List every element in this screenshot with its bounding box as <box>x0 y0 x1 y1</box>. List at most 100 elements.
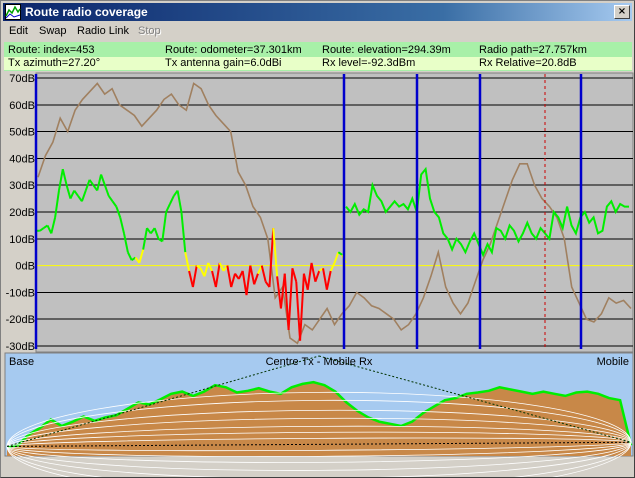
rx-level-segment <box>333 251 340 264</box>
profile-label-base: Base <box>9 356 34 368</box>
tx-azimuth: Tx azimuth=27.20° <box>4 57 161 70</box>
rx-level-segment <box>184 252 191 272</box>
rx-level-segment <box>241 270 248 296</box>
y-axis-gutter <box>1 73 36 352</box>
menu-swap[interactable]: Swap <box>39 25 67 37</box>
rx-level-segment <box>283 273 290 330</box>
rx-level-segment <box>306 262 313 290</box>
rx-level-segment <box>287 268 294 330</box>
rx-level-segment <box>69 190 76 200</box>
title-bar[interactable]: Route radio coverage × <box>3 3 632 21</box>
rx-level-segment <box>329 262 336 272</box>
rx-level-segment <box>314 270 321 283</box>
rx-level-segment <box>295 281 302 341</box>
rx-level-segment <box>73 189 79 197</box>
rx-level-segment <box>153 227 160 240</box>
rx-level-segment <box>272 228 279 277</box>
rx-level-segment <box>131 256 137 262</box>
rx-level-segment <box>54 190 60 218</box>
route-index: Route: index=453 <box>8 44 95 56</box>
y-tick-label: -20dB <box>6 314 35 326</box>
rx-level-segment <box>211 270 217 288</box>
y-tick-label: -30dB <box>6 341 35 353</box>
window-title: Route radio coverage <box>25 5 148 19</box>
menu-stop[interactable]: Stop <box>138 25 161 37</box>
rx-level: Rx level=-92.3dBm <box>318 57 475 70</box>
y-tick-label: 50dB <box>9 127 35 139</box>
rx-level-segment <box>100 174 106 186</box>
rx-level-segment <box>196 264 202 270</box>
rx-level-segment <box>325 270 332 290</box>
profile-label-center: Centre Tx - Mobile Rx <box>266 356 373 368</box>
y-tick-label: 20dB <box>9 207 35 219</box>
rx-level-segment <box>126 251 133 261</box>
y-tick-label: 60dB <box>9 100 35 112</box>
rx-level-segment <box>276 276 282 309</box>
menu-radio-link[interactable]: Radio Link <box>77 25 129 37</box>
rx-level-segment <box>169 195 175 205</box>
radio-path: Radio path=27.757km <box>479 44 587 56</box>
rx-level-segment <box>249 265 256 285</box>
rx-level-segment <box>96 174 103 191</box>
menu-edit[interactable]: Edit <box>9 25 28 37</box>
rx-level-segment <box>88 179 95 186</box>
rx-level-segment <box>291 268 298 282</box>
rx-level-segment <box>111 200 118 208</box>
rx-level-segment <box>253 273 259 285</box>
rx-level-segment <box>279 273 286 309</box>
terrain-profile[interactable]: Base Centre Tx - Mobile Rx Mobile <box>4 352 634 478</box>
rx-level-segment <box>207 262 213 272</box>
rx-level-segment <box>119 217 125 234</box>
rx-level-segment <box>260 265 267 282</box>
terrain-elevation-line <box>37 82 632 345</box>
rx-level-segment <box>191 265 198 288</box>
rx-level-segment <box>268 228 275 288</box>
y-tick-label: 30dB <box>9 180 35 192</box>
rx-level-segment <box>61 168 68 186</box>
coverage-chart[interactable]: 70dB 60dB 50dB 40dB 30dB 20dB 10dB 0dB -10dB -20d… <box>1 72 634 353</box>
route-info-panel: Route: index=453 Route: odometer=37.301k… <box>4 42 632 71</box>
rx-path-line <box>318 355 632 443</box>
line-of-sight <box>6 441 632 447</box>
rx-level-segment <box>80 190 87 202</box>
rx-level-segment <box>245 265 252 296</box>
rx-level-segment <box>138 249 145 264</box>
rx-level-segment <box>180 211 187 253</box>
menu-bar: Edit Swap Radio Link Stop <box>3 22 632 40</box>
rx-level-segment <box>214 262 221 288</box>
rx-level-segment <box>337 251 343 256</box>
rx-level-segment <box>302 273 309 290</box>
rx-level-segment <box>123 233 129 253</box>
y-tick-label: -10dB <box>6 287 35 299</box>
rx-level-segment <box>322 268 328 290</box>
close-button[interactable]: × <box>614 5 630 19</box>
y-tick-label: 0dB <box>15 261 35 273</box>
route-chart-icon <box>5 4 21 20</box>
rx-level-segment <box>310 262 317 282</box>
rx-level-segment <box>107 195 114 202</box>
rx-level-segment <box>50 217 57 234</box>
terrain-fill <box>7 382 631 456</box>
rx-level-segment <box>230 273 236 288</box>
rx-relative: Rx Relative=20.8dB <box>475 57 632 70</box>
rx-level-segment <box>146 227 152 235</box>
rx-level-segment <box>218 262 225 272</box>
rx-level-segment <box>299 273 305 341</box>
rx-level-segment <box>39 227 45 232</box>
rx-level-segment <box>142 227 148 250</box>
route-elevation: Route: elevation=294.39m <box>322 44 451 56</box>
rx-level-segment <box>188 270 194 288</box>
route-odometer: Route: odometer=37.301km <box>165 44 302 56</box>
y-tick-label: 70dB <box>9 73 35 85</box>
rx-level-segment <box>103 184 110 197</box>
rx-level-segment <box>84 179 91 191</box>
rx-level-segment <box>161 211 168 242</box>
y-tick-label: 40dB <box>9 153 35 165</box>
y-tick-label: 10dB <box>9 234 35 246</box>
rx-level-segment <box>176 190 183 213</box>
rx-level-segment <box>226 265 233 288</box>
tx-antenna-gain: Tx antenna gain=6.0dBi <box>161 57 318 70</box>
rx-level-segment <box>65 184 72 199</box>
